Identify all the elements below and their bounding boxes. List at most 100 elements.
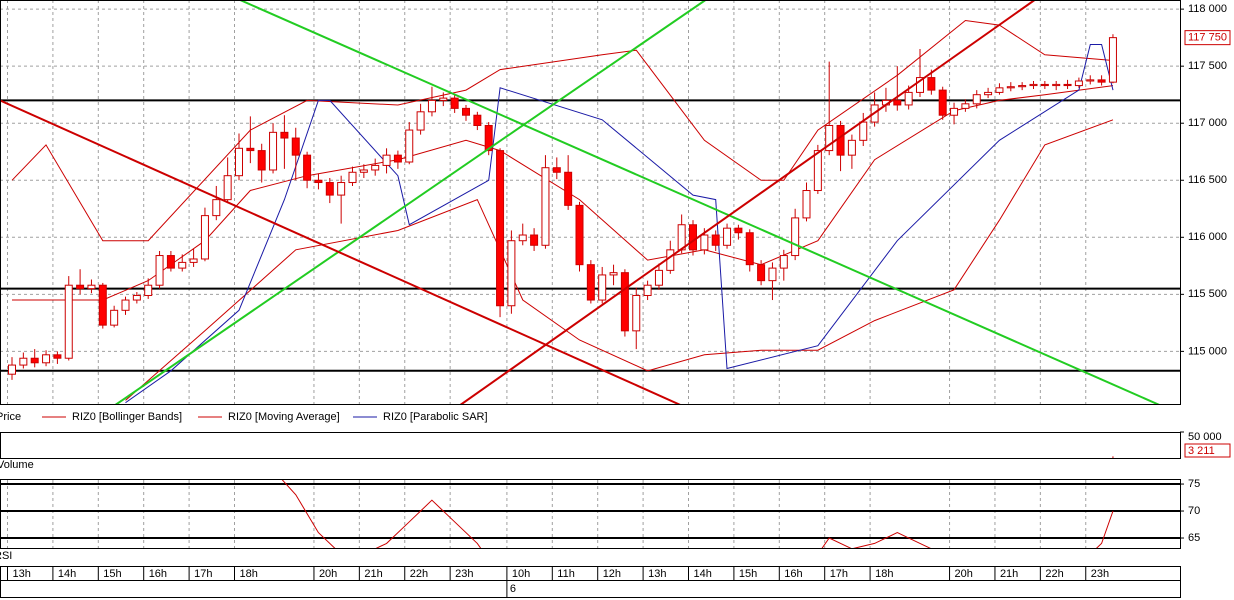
candle-body — [178, 261, 187, 269]
candle-body — [689, 224, 697, 251]
candle-body — [110, 309, 119, 326]
bollinger-band — [11, 19, 1114, 242]
candle-body — [564, 171, 573, 206]
price-panel — [0, 0, 1180, 405]
candle-body — [984, 91, 993, 96]
candle-body — [825, 124, 834, 152]
y-tick-label: 70 — [1188, 505, 1200, 517]
x-tick-label: 15h — [739, 568, 757, 580]
candle-body — [223, 175, 232, 201]
trend-line — [239, 0, 1160, 405]
x-tick-label: 22h — [410, 568, 428, 580]
candle-body — [791, 217, 800, 257]
candle-body — [496, 150, 505, 307]
candle-body — [723, 227, 732, 246]
trend-line — [0, 99, 681, 405]
candle-body — [53, 354, 62, 359]
candle-body — [1006, 86, 1015, 89]
candle-body — [700, 234, 709, 251]
candle-body — [598, 274, 607, 301]
x-tick-label: 15h — [103, 568, 121, 580]
bollinger-band — [125, 119, 1114, 401]
legend-label: RIZ0 [Bollinger Bands] — [72, 411, 182, 423]
candle-body — [847, 139, 856, 156]
x-tick-label: 17h — [830, 568, 848, 580]
candle-body — [359, 169, 368, 173]
candle-body — [416, 111, 425, 131]
candle-body — [212, 199, 221, 217]
candle-body — [745, 232, 754, 266]
legend-label: RIZ0 [Parabolic SAR] — [383, 411, 488, 423]
legend-label: RIZ0 [Moving Average] — [228, 411, 340, 423]
trend-line — [114, 0, 707, 405]
x-tick-label: 18h — [240, 568, 258, 580]
x-tick-label: 22h — [1045, 568, 1063, 580]
candle-body — [893, 99, 902, 106]
y-tick-label: 50 000 — [1188, 431, 1222, 443]
candle-body — [393, 154, 402, 163]
candle-body — [19, 357, 28, 366]
candle-body — [995, 87, 1004, 93]
candle-body — [734, 227, 743, 234]
x-tick-label: 17h — [194, 568, 212, 580]
candle-body — [632, 294, 641, 332]
y-tick-label: 75 — [1188, 478, 1200, 490]
candle-body — [1086, 79, 1095, 82]
candle-body — [291, 137, 300, 156]
trend-line — [459, 0, 1036, 405]
candle-body — [1052, 83, 1061, 87]
volume-bar — [1112, 456, 1114, 458]
candle-body — [42, 354, 51, 364]
x-tick-label: 23h — [455, 568, 473, 580]
x-tick-label: 11h — [557, 568, 575, 580]
x-tick-label: 12h — [603, 568, 621, 580]
x-tick-label: 16h — [149, 568, 167, 580]
candle-body — [609, 272, 618, 276]
candle-body — [541, 167, 550, 246]
candle-body — [280, 131, 289, 139]
y-tick-label: 116 500 — [1188, 174, 1227, 186]
candle-body — [337, 182, 346, 196]
y-tick-label: 117 500 — [1188, 60, 1227, 72]
candle-body — [643, 284, 652, 296]
candle-body — [76, 284, 85, 290]
x-tick-label: 20h — [955, 568, 973, 580]
candle-body — [916, 77, 924, 93]
candle-body — [1063, 83, 1072, 87]
volume-frame — [0, 432, 1181, 459]
last-volume-box — [1184, 443, 1231, 458]
candle-body — [757, 264, 766, 282]
candle-body — [325, 182, 334, 196]
y-tick-label: 115 000 — [1188, 345, 1227, 357]
x-tick-label: 14h — [694, 568, 712, 580]
candle-body — [802, 190, 811, 219]
x-tick-label: 21h — [364, 568, 382, 580]
candle-body — [450, 97, 459, 109]
last-price-box — [1184, 30, 1231, 46]
candle-body — [518, 234, 527, 242]
candle-body — [427, 99, 436, 113]
last-price-label: 117 750 — [1188, 32, 1227, 44]
candle-body — [972, 94, 981, 105]
y-tick-label: 116 000 — [1188, 231, 1227, 243]
candle-body — [779, 255, 788, 269]
candle-body — [144, 284, 153, 296]
candle-body — [269, 131, 278, 171]
x-tick-label: 16h — [784, 568, 802, 580]
candle-body — [1097, 79, 1106, 83]
candle-body — [200, 215, 209, 260]
candle-body — [575, 204, 584, 266]
date-label: 6 — [510, 583, 516, 595]
candle-body — [552, 167, 561, 173]
candle-body — [1074, 80, 1083, 87]
x-tick-label: 21h — [1000, 568, 1018, 580]
candle-body — [507, 240, 516, 307]
candle-body — [859, 121, 868, 141]
candle-body — [836, 124, 845, 156]
candle-body — [768, 267, 777, 282]
y-tick-label: 118 000 — [1188, 3, 1227, 15]
candle-body — [246, 147, 255, 152]
candle-body — [961, 103, 970, 109]
